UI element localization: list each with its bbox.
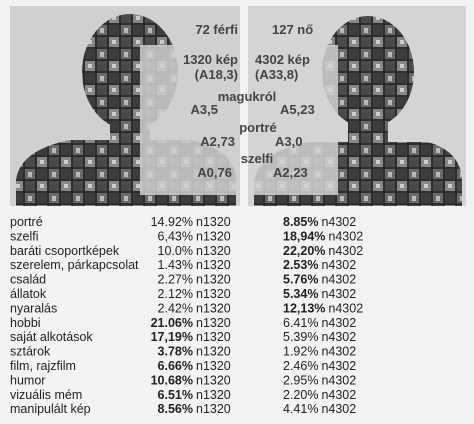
row-label: manipulált kép — [10, 402, 91, 416]
men-n: n1320 — [196, 359, 231, 373]
women-n: n4302 — [321, 373, 356, 387]
row-label: sztárok — [10, 345, 51, 359]
row-label: hobbi — [10, 316, 41, 330]
women-percent: 5.39% — [283, 330, 318, 344]
row-label: állatok — [10, 287, 47, 301]
women-n: n4302 — [321, 273, 356, 287]
portrait-women: A3,0 — [275, 134, 302, 149]
men-n: n1320 — [196, 316, 231, 330]
women-percent: 2.46% — [283, 359, 318, 373]
row-label: humor — [10, 373, 45, 387]
women-n: n4302 — [321, 388, 356, 402]
portrait-men: A2,73 — [200, 134, 235, 149]
women-n: n4302 — [321, 359, 356, 373]
about-self: magukról — [218, 89, 277, 104]
men-n: n1320 — [196, 330, 231, 344]
selfie: szelfi — [241, 151, 274, 166]
row-label: portré — [10, 215, 43, 229]
row-label: család — [10, 273, 46, 287]
men-percent: 10.0% — [158, 244, 193, 258]
women-avg: (A33,8) — [255, 67, 298, 82]
women-n: n4302 — [321, 316, 356, 330]
men-percent: 3.78% — [158, 345, 193, 359]
men-n: n1320 — [196, 244, 231, 258]
row-label: film, rajzfilm — [10, 359, 76, 373]
men-percent: 6,43% — [158, 229, 193, 243]
women-images: 4302 kép — [255, 52, 310, 67]
men-percent: 6.66% — [158, 359, 193, 373]
men-percent: 10.68% — [151, 373, 193, 387]
women-n: n4302 — [321, 330, 356, 344]
row-label: szelfi — [10, 229, 38, 243]
men-n: n1320 — [196, 273, 231, 287]
about-self-women: A5,23 — [280, 102, 315, 117]
row-label: saját alkotások — [10, 330, 93, 344]
men-percent: 2.12% — [158, 287, 193, 301]
women-percent: 18,94% — [283, 229, 325, 243]
men-n: n1320 — [196, 229, 231, 243]
women-percent: 5.34% — [283, 287, 318, 301]
men-avg: (A18,3) — [195, 67, 238, 82]
men-images: 1320 kép — [183, 52, 238, 67]
men-count: 72 férfi — [195, 22, 238, 37]
men-n: n1320 — [196, 258, 231, 272]
women-percent: 2.20% — [283, 388, 318, 402]
men-n: n1320 — [196, 402, 231, 416]
about-self-men: A3,5 — [191, 102, 218, 117]
men-percent: 2.42% — [158, 301, 193, 315]
men-percent: 8.56% — [158, 402, 193, 416]
women-n: n4302 — [321, 258, 356, 272]
women-percent: 2.95% — [283, 373, 318, 387]
women-n: n4302 — [321, 402, 356, 416]
men-label-backdrop — [140, 45, 240, 195]
women-n: n4302 — [328, 301, 363, 315]
men-percent: 14.92% — [151, 215, 193, 229]
women-percent: 1.92% — [283, 345, 318, 359]
women-percent: 8.85% — [283, 215, 318, 229]
men-n: n1320 — [196, 373, 231, 387]
row-label: vizuális mém — [10, 388, 82, 402]
men-percent: 21.06% — [151, 316, 193, 330]
selfie-men: A0,76 — [197, 165, 232, 180]
women-count: 127 nő — [272, 22, 313, 37]
men-n: n1320 — [196, 215, 231, 229]
women-n: n4302 — [321, 287, 356, 301]
women-n: n4302 — [328, 229, 363, 243]
men-percent: 6.51% — [158, 388, 193, 402]
women-percent: 6.41% — [283, 316, 318, 330]
row-label: szerelem, párkapcsolat — [10, 258, 139, 272]
men-percent: 1.43% — [158, 258, 193, 272]
selfie-women: A2,23 — [273, 165, 308, 180]
men-n: n1320 — [196, 301, 231, 315]
men-percent: 17,19% — [151, 330, 193, 344]
women-percent: 22,20% — [283, 244, 325, 258]
row-label: baráti csoportképek — [10, 244, 120, 258]
men-n: n1320 — [196, 345, 231, 359]
row-label: nyaralás — [10, 301, 57, 315]
women-n: n4302 — [321, 215, 356, 229]
men-n: n1320 — [196, 287, 231, 301]
women-label-backdrop — [248, 45, 338, 195]
portrait: portré — [239, 120, 277, 135]
women-n: n4302 — [321, 345, 356, 359]
men-n: n1320 — [196, 388, 231, 402]
women-percent: 5.76% — [283, 273, 318, 287]
women-n: n4302 — [328, 244, 363, 258]
women-percent: 2.53% — [283, 258, 318, 272]
women-percent: 12,13% — [283, 301, 325, 315]
women-percent: 4.41% — [283, 402, 318, 416]
men-percent: 2.27% — [158, 273, 193, 287]
